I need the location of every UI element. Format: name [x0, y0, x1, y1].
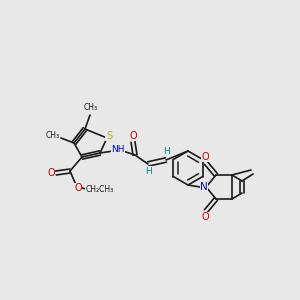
Text: CH₂CH₃: CH₂CH₃	[86, 185, 114, 194]
Text: O: O	[47, 168, 55, 178]
Text: NH: NH	[111, 146, 125, 154]
Text: O: O	[201, 152, 209, 162]
Text: CH₃: CH₃	[46, 131, 60, 140]
Text: CH₃: CH₃	[84, 103, 98, 112]
Text: O: O	[74, 183, 82, 193]
Text: N: N	[200, 182, 208, 192]
Text: H: H	[164, 148, 170, 157]
Text: S: S	[106, 131, 112, 141]
Text: O: O	[201, 212, 209, 222]
Text: H: H	[146, 167, 152, 176]
Text: O: O	[129, 131, 137, 141]
